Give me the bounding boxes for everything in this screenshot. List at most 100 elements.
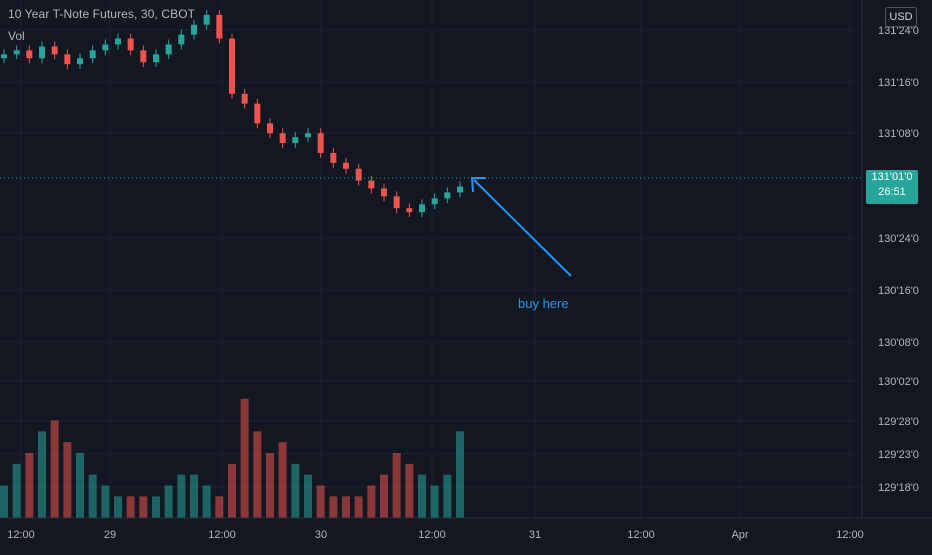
candle-body	[153, 54, 159, 63]
volume-bar	[354, 496, 363, 518]
volume-bar	[456, 431, 464, 518]
volume-bar	[278, 442, 287, 518]
time-tick-label: 31	[529, 529, 541, 541]
candle-body	[216, 14, 223, 39]
volume-bar	[367, 485, 376, 518]
candle-body	[254, 103, 261, 124]
candle-body	[127, 38, 134, 51]
current-price-badge: 131'01'0 26:51	[866, 170, 918, 204]
candle-body	[457, 186, 463, 193]
volume-bar	[316, 485, 325, 518]
candle-body	[1, 54, 7, 59]
volume-bar	[291, 463, 300, 518]
currency-badge[interactable]: USD	[885, 7, 917, 27]
candle-body	[64, 54, 71, 65]
candle-body	[102, 44, 109, 51]
candle-body	[381, 188, 387, 197]
volume-bar	[405, 463, 414, 518]
candle-body	[393, 196, 400, 209]
volume-bar	[76, 453, 84, 518]
volume-bar	[25, 453, 34, 518]
candle-body	[89, 50, 96, 59]
volume-bar	[114, 496, 122, 518]
candle-body	[419, 204, 425, 213]
candle-body	[317, 133, 324, 153]
volume-bar	[329, 496, 338, 518]
volume-indicator-label[interactable]: Vol	[8, 29, 25, 43]
price-tick-label: 130'02'0	[878, 376, 919, 388]
bar-countdown: 26:51	[878, 186, 906, 198]
price-tick-label: 131'08'0	[878, 128, 919, 140]
annotation-text[interactable]: buy here	[518, 296, 569, 311]
candle-body	[115, 38, 121, 45]
volume-bar	[101, 485, 110, 518]
price-tick-label: 131'24'0	[878, 25, 919, 37]
volume-bar	[392, 453, 401, 518]
candle-body	[406, 208, 413, 213]
price-axis[interactable]: 131'24'0 131'16'0 131'08'0 130'24'0 130'16'0…	[861, 0, 919, 518]
price-tick-label: 130'24'0	[878, 233, 919, 245]
candle-body	[292, 137, 299, 144]
price-tick-label: 129'23'0	[878, 449, 919, 461]
volume-bar	[139, 496, 148, 518]
current-price-value: 131'01'0	[871, 171, 913, 183]
time-tick-label: 12:00	[836, 529, 864, 541]
candle-body	[368, 180, 375, 189]
price-candles	[1, 9, 463, 218]
candle-body	[305, 133, 311, 138]
price-tick-label: 130'16'0	[878, 285, 919, 297]
price-tick-label: 130'08'0	[878, 337, 919, 349]
candle-body	[165, 44, 172, 55]
buy-arrow	[470, 177, 572, 277]
time-axis[interactable]: 12:00 29 12:00 30 12:00 31 12:00 Apr 12:00	[0, 517, 932, 541]
volume-bar	[12, 463, 21, 518]
volume-bar	[63, 442, 72, 518]
volume-bar	[430, 485, 439, 518]
volume-bar	[342, 496, 350, 518]
candle-body	[229, 38, 235, 94]
candle-body	[343, 162, 349, 169]
time-tick-label: 12:00	[7, 529, 35, 541]
price-tick-label: 129'18'0	[878, 482, 919, 494]
time-tick-label: 12:00	[208, 529, 236, 541]
volume-bar	[253, 431, 262, 518]
volume-bar	[152, 496, 160, 518]
candle-body	[13, 50, 20, 55]
volume-bar	[380, 474, 388, 518]
candle-body	[431, 198, 438, 205]
volume-bar	[228, 463, 236, 518]
volume-bar	[240, 398, 249, 518]
time-tick-label: Apr	[731, 529, 748, 541]
candle-body	[279, 133, 286, 144]
volume-bar	[266, 453, 274, 518]
volume-bar	[215, 496, 224, 518]
candle-body	[51, 46, 58, 55]
time-tick-label: 12:00	[627, 529, 655, 541]
time-tick-label: 29	[104, 529, 116, 541]
price-tick-label: 129'28'0	[878, 416, 919, 428]
symbol-title[interactable]: 10 Year T-Note Futures, 30, CBOT	[8, 7, 196, 21]
candle-body	[355, 168, 362, 181]
volume-bar	[443, 474, 452, 518]
candle-body	[191, 24, 197, 35]
volume-bar	[88, 474, 97, 518]
volume-bar	[177, 474, 186, 518]
candle-body	[178, 34, 185, 45]
candle-body	[241, 93, 248, 104]
candle-body	[140, 50, 147, 63]
volume-bar	[50, 420, 59, 518]
candle-body	[444, 192, 451, 199]
volume-bar	[418, 474, 426, 518]
candle-body	[77, 58, 83, 65]
volume-bar	[190, 474, 198, 518]
candle-body	[267, 123, 273, 134]
candle-body	[330, 152, 337, 163]
grid	[0, 0, 862, 518]
volume-bars	[0, 398, 464, 518]
volume-bar	[164, 485, 173, 518]
volume-bar	[304, 474, 312, 518]
time-tick-label: 12:00	[418, 529, 446, 541]
price-tick-label: 131'16'0	[878, 77, 919, 89]
